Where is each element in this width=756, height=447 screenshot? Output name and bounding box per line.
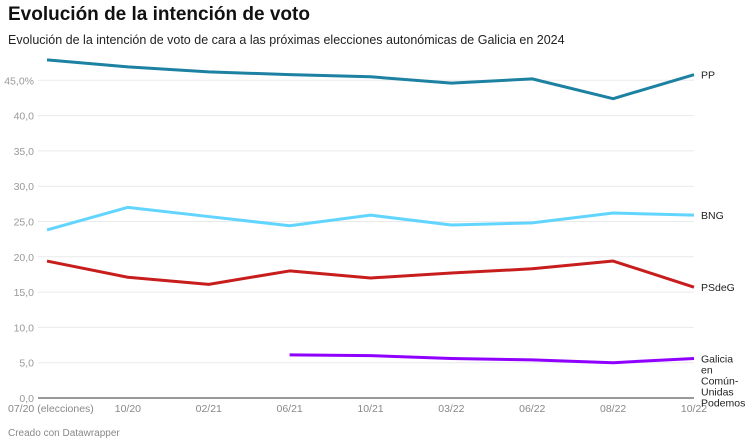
- series-line: [46, 205, 695, 232]
- series-label: PSdeG: [701, 282, 735, 294]
- series-label: PP: [701, 70, 715, 82]
- y-tick-label: 15,0: [14, 287, 35, 299]
- series-label: Galicia en Común-Unidas Podemos: [701, 353, 745, 409]
- x-tick-label: 10/20: [115, 403, 141, 415]
- series-line: [289, 353, 695, 365]
- y-tick-label: 35,0: [14, 146, 35, 158]
- y-tick-label: 0,0: [19, 393, 34, 405]
- y-tick-label: 40,0: [14, 111, 35, 123]
- series-line: [46, 259, 695, 289]
- series-line: [46, 58, 695, 101]
- chart-title: Evolución de la intención de voto: [8, 4, 310, 25]
- y-tick-label: 45,0%: [4, 75, 34, 87]
- y-tick-label: 30,0: [14, 181, 35, 193]
- series-label: BNG: [701, 210, 724, 222]
- x-tick-label: 08/22: [600, 403, 626, 415]
- y-tick-label: 20,0: [14, 252, 35, 264]
- x-tick-label: 03/22: [438, 403, 464, 415]
- x-tick-label: 10/22: [681, 403, 707, 415]
- footer-credit: Creado con Datawrapper: [8, 428, 120, 439]
- x-tick-label: 06/22: [519, 403, 545, 415]
- x-tick-label: 07/20 (elecciones): [8, 403, 94, 415]
- x-tick-label: 06/21: [276, 403, 302, 415]
- x-tick-label: 10/21: [357, 403, 383, 415]
- y-tick-label: 10,0: [14, 322, 35, 334]
- y-tick-label: 5,0: [19, 358, 34, 370]
- chart-subtitle: Evolución de la intención de voto de car…: [8, 33, 565, 47]
- y-tick-label: 25,0: [14, 217, 35, 229]
- x-tick-label: 02/21: [196, 403, 222, 415]
